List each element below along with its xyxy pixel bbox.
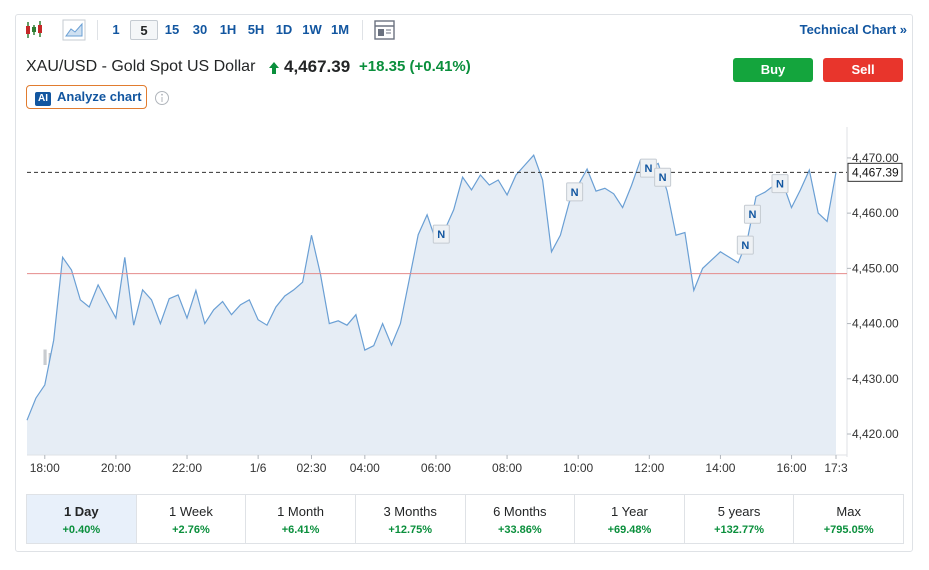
y-tick-label: 4,420.00 (852, 427, 899, 441)
change-value: +18.35 (359, 58, 406, 75)
news-marker[interactable] (743, 204, 761, 224)
last-price: 4,467.39 (284, 57, 351, 76)
period-option[interactable]: 1 Day +0.40% (27, 495, 136, 543)
news-marker-label: N (741, 240, 749, 252)
period-label: 1 Day (63, 504, 99, 519)
y-tick-label: 4,450.00 (852, 261, 899, 275)
period-label: 3 Months (383, 504, 437, 519)
x-tick-label: 12:00 (634, 461, 664, 475)
technical-chart-link[interactable]: Technical Chart » (799, 22, 907, 37)
symbol-name: XAU/USD - Gold Spot US Dollar (26, 58, 256, 75)
interval-button[interactable]: 5H (247, 22, 265, 37)
news-marker-label: N (644, 163, 652, 175)
period-change: +12.75% (388, 524, 433, 536)
y-tick-label: 4,470.00 (852, 151, 899, 165)
period-change: +33.86% (497, 524, 542, 536)
separator (97, 20, 98, 40)
interval-bar: 1 5 15 30 1H 5H 1D 1W 1M (102, 20, 354, 40)
interval-button[interactable]: 5 (130, 20, 158, 40)
news-marker-label: N (659, 172, 667, 184)
period-change: +132.77% (714, 524, 764, 536)
last-price-label: 4,467.39 (852, 165, 899, 179)
news-marker-label: N (748, 209, 756, 221)
price-change: +18.35 (+0.41%) (359, 58, 471, 75)
change-percent: (+0.41%) (409, 58, 471, 75)
period-option[interactable]: 1 Year +69.48% (574, 495, 684, 543)
price-area (27, 155, 836, 455)
news-marker[interactable] (736, 235, 754, 255)
x-tick-label: 22:00 (172, 461, 202, 475)
period-option[interactable]: 1 Month +6.41% (245, 495, 355, 543)
analyze-label: Analyze chart (57, 89, 142, 104)
news-marker[interactable] (566, 182, 584, 202)
last-price-box (847, 162, 903, 182)
period-option[interactable]: 5 years +132.77% (683, 495, 794, 543)
interval-button[interactable]: 1H (219, 22, 237, 37)
period-option[interactable]: 1 Week +2.76% (135, 495, 246, 543)
x-tick-label: 04:00 (350, 461, 380, 475)
period-label: 1 Week (169, 504, 213, 519)
price-chart: Investing.com4,420.004,430.004,440.004,4… (26, 127, 903, 475)
period-label: 6 Months (493, 504, 547, 519)
interval-button[interactable]: 1 (112, 22, 120, 37)
layout-icon[interactable] (374, 20, 396, 40)
interval-button[interactable]: 1W (302, 22, 322, 37)
news-marker[interactable] (654, 167, 672, 187)
sell-button[interactable]: Sell (823, 58, 903, 82)
interval-button[interactable]: 1D (275, 22, 293, 37)
period-change: +69.48% (607, 524, 652, 536)
x-tick-label: 08:00 (492, 461, 522, 475)
interval-button[interactable]: 1M (330, 22, 350, 37)
period-label: 5 years (717, 504, 761, 519)
widget-frame (15, 14, 913, 552)
news-marker[interactable] (771, 174, 789, 194)
period-selector: 1 Day +0.40% 1 Week +2.76% 1 Month +6.41% 3 Mo… (26, 494, 904, 544)
price-line (26, 154, 837, 421)
period-change: +795.05% (823, 524, 874, 536)
x-tick-label: 14:00 (705, 461, 735, 475)
period-label: 1 Month (277, 504, 325, 519)
x-tick-label: 06:00 (421, 461, 451, 475)
period-option[interactable]: Max +795.05% (793, 495, 903, 543)
period-label: 1 Year (611, 504, 648, 519)
x-tick-label: 18:00 (30, 461, 60, 475)
news-marker[interactable] (432, 224, 450, 244)
separator (362, 20, 363, 40)
y-tick-label: 4,440.00 (852, 317, 899, 331)
x-tick-label: 20:00 (101, 461, 131, 475)
x-tick-label: 02:30 (296, 461, 326, 475)
period-change: +6.41% (281, 524, 320, 536)
ai-badge: AI (35, 92, 51, 106)
analyze-button[interactable]: AI Analyze chart (26, 85, 147, 109)
x-tick-label: 10:00 (563, 461, 593, 475)
period-change: +2.76% (172, 524, 210, 536)
news-marker-label: N (437, 229, 445, 241)
period-change: +0.40% (62, 524, 101, 536)
chart-type-icons[interactable] (25, 19, 95, 41)
buy-button[interactable]: Buy (733, 58, 813, 82)
x-tick-label: 16:00 (777, 461, 807, 475)
info-icon[interactable] (154, 90, 170, 106)
y-tick-label: 4,460.00 (852, 206, 899, 220)
period-label: Max (836, 504, 861, 519)
x-tick-label: 17:3 (824, 461, 848, 475)
period-option[interactable]: 6 Months +33.86% (464, 495, 575, 543)
period-option[interactable]: 3 Months +12.75% (354, 495, 465, 543)
x-tick-label: 1/6 (250, 461, 267, 475)
up-arrow (269, 62, 279, 74)
interval-button[interactable]: 15 (164, 22, 180, 37)
news-marker-label: N (571, 187, 579, 199)
interval-button[interactable]: 30 (192, 22, 208, 37)
y-tick-label: 4,430.00 (852, 372, 899, 386)
news-marker-label: N (776, 179, 784, 191)
